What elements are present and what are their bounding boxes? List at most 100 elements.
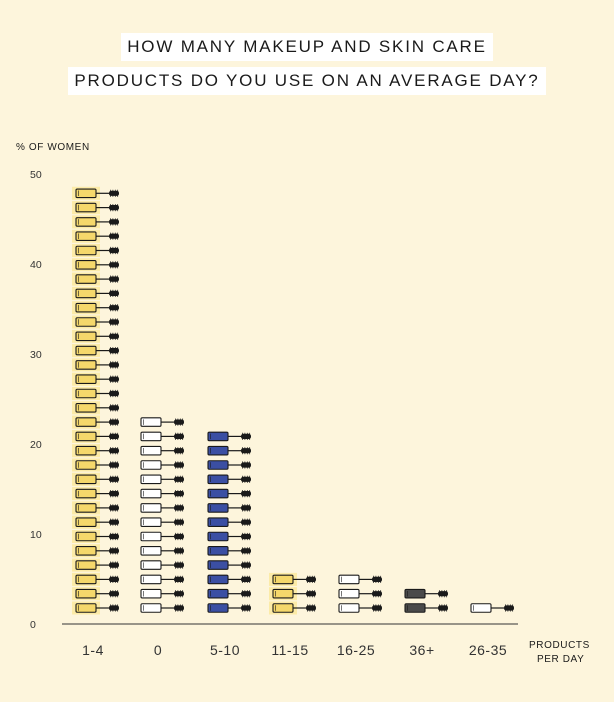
y-tick-label: 20 — [30, 439, 42, 451]
mascara-brush — [438, 591, 448, 597]
bar-16-25 — [338, 574, 382, 613]
mascara-tube — [338, 574, 360, 585]
mascara-brush — [109, 462, 119, 468]
mascara-icon — [72, 429, 119, 443]
mascara-brush — [306, 591, 316, 597]
mascara-tube — [75, 360, 97, 370]
mascara-brush — [109, 319, 119, 325]
mascara-tube — [75, 259, 97, 270]
mascara-tube — [75, 445, 97, 456]
mascara-tube — [75, 503, 97, 513]
mascara-tube — [75, 302, 97, 313]
mascara-tube — [404, 588, 426, 599]
mascara-brush — [504, 605, 514, 611]
mascara-brush — [109, 348, 119, 354]
mascara-tube — [75, 417, 97, 427]
mascara-icon — [338, 603, 382, 613]
mascara-icon — [207, 545, 251, 556]
mascara-brush — [109, 476, 119, 482]
mascara-tube — [140, 560, 162, 570]
mascara-brush — [241, 576, 251, 582]
mascara-tube — [140, 431, 162, 442]
mascara-brush — [241, 605, 251, 611]
mascara-icon — [72, 458, 119, 472]
y-tick-label: 30 — [30, 349, 42, 361]
x-axis-label-line-1: PRODUCTS — [529, 640, 590, 651]
mascara-tube — [207, 560, 229, 570]
mascara-icon — [72, 372, 119, 386]
mascara-brush — [174, 491, 184, 497]
mascara-brush — [372, 576, 382, 582]
mascara-tube — [207, 445, 229, 456]
mascara-brush — [241, 548, 251, 554]
mascara-brush — [241, 562, 251, 568]
mascara-tube — [207, 531, 229, 542]
mascara-icon — [269, 601, 316, 615]
mascara-brush — [241, 591, 251, 597]
mascara-brush — [109, 448, 119, 454]
mascara-icon — [72, 487, 119, 501]
mascara-brush — [109, 276, 119, 282]
mascara-brush — [109, 491, 119, 497]
y-tick-label: 10 — [30, 529, 42, 541]
mascara-brush — [109, 533, 119, 540]
mascara-brush — [109, 433, 119, 439]
mascara-icon — [140, 417, 184, 427]
category-label: 36+ — [409, 642, 434, 658]
category-label: 0 — [154, 642, 162, 658]
mascara-icon — [72, 344, 119, 358]
mascara-icon — [140, 545, 184, 556]
mascara-tube — [207, 503, 229, 513]
mascara-tube — [207, 460, 229, 470]
mascara-tube — [404, 603, 426, 613]
mascara-icon — [72, 201, 119, 215]
mascara-icon — [207, 531, 251, 542]
mascara-brush — [109, 591, 119, 597]
mascara-tube — [75, 331, 97, 342]
mascara-tube — [75, 288, 97, 299]
mascara-icon — [72, 272, 119, 286]
mascara-tube — [75, 560, 97, 570]
mascara-icon — [72, 315, 119, 329]
bar-1-4 — [72, 186, 119, 615]
mascara-brush — [109, 419, 119, 425]
mascara-brush — [109, 405, 119, 411]
mascara-tube — [207, 431, 229, 442]
mascara-tube — [140, 517, 162, 528]
mascara-icon — [72, 558, 119, 572]
mascara-icon — [207, 588, 251, 599]
mascara-brush — [174, 591, 184, 597]
mascara-icon — [269, 587, 316, 601]
mascara-tube — [75, 402, 97, 413]
mascara-tube — [75, 574, 97, 585]
mascara-brush — [241, 476, 251, 482]
mascara-icon — [72, 544, 119, 558]
mascara-icon — [140, 474, 184, 485]
mascara-brush — [109, 190, 119, 196]
mascara-icon — [72, 387, 119, 400]
y-tick-label: 0 — [30, 619, 36, 631]
mascara-icon — [207, 560, 251, 570]
mascara-icon — [207, 603, 251, 613]
mascara-brush — [109, 305, 119, 311]
mascara-icon — [72, 587, 119, 601]
mascara-tube — [75, 317, 97, 327]
mascara-tube — [75, 202, 97, 213]
mascara-tube — [207, 545, 229, 556]
mascara-icon — [72, 215, 119, 229]
mascara-icon — [207, 517, 251, 528]
mascara-tube — [140, 574, 162, 585]
mascara-brush — [241, 533, 251, 540]
title-line-2: PRODUCTS DO YOU USE ON AN AVERAGE DAY? — [68, 67, 546, 95]
mascara-tube — [75, 274, 97, 284]
category-label: 11-15 — [271, 642, 308, 658]
mascara-brush — [306, 605, 316, 611]
bar-26-35 — [470, 603, 514, 613]
mascara-tube — [75, 388, 97, 399]
y-tick-label: 40 — [30, 259, 42, 271]
mascara-icon — [72, 515, 119, 529]
mascara-brush — [174, 562, 184, 568]
category-label: 26-35 — [469, 642, 507, 658]
mascara-tube — [207, 588, 229, 599]
